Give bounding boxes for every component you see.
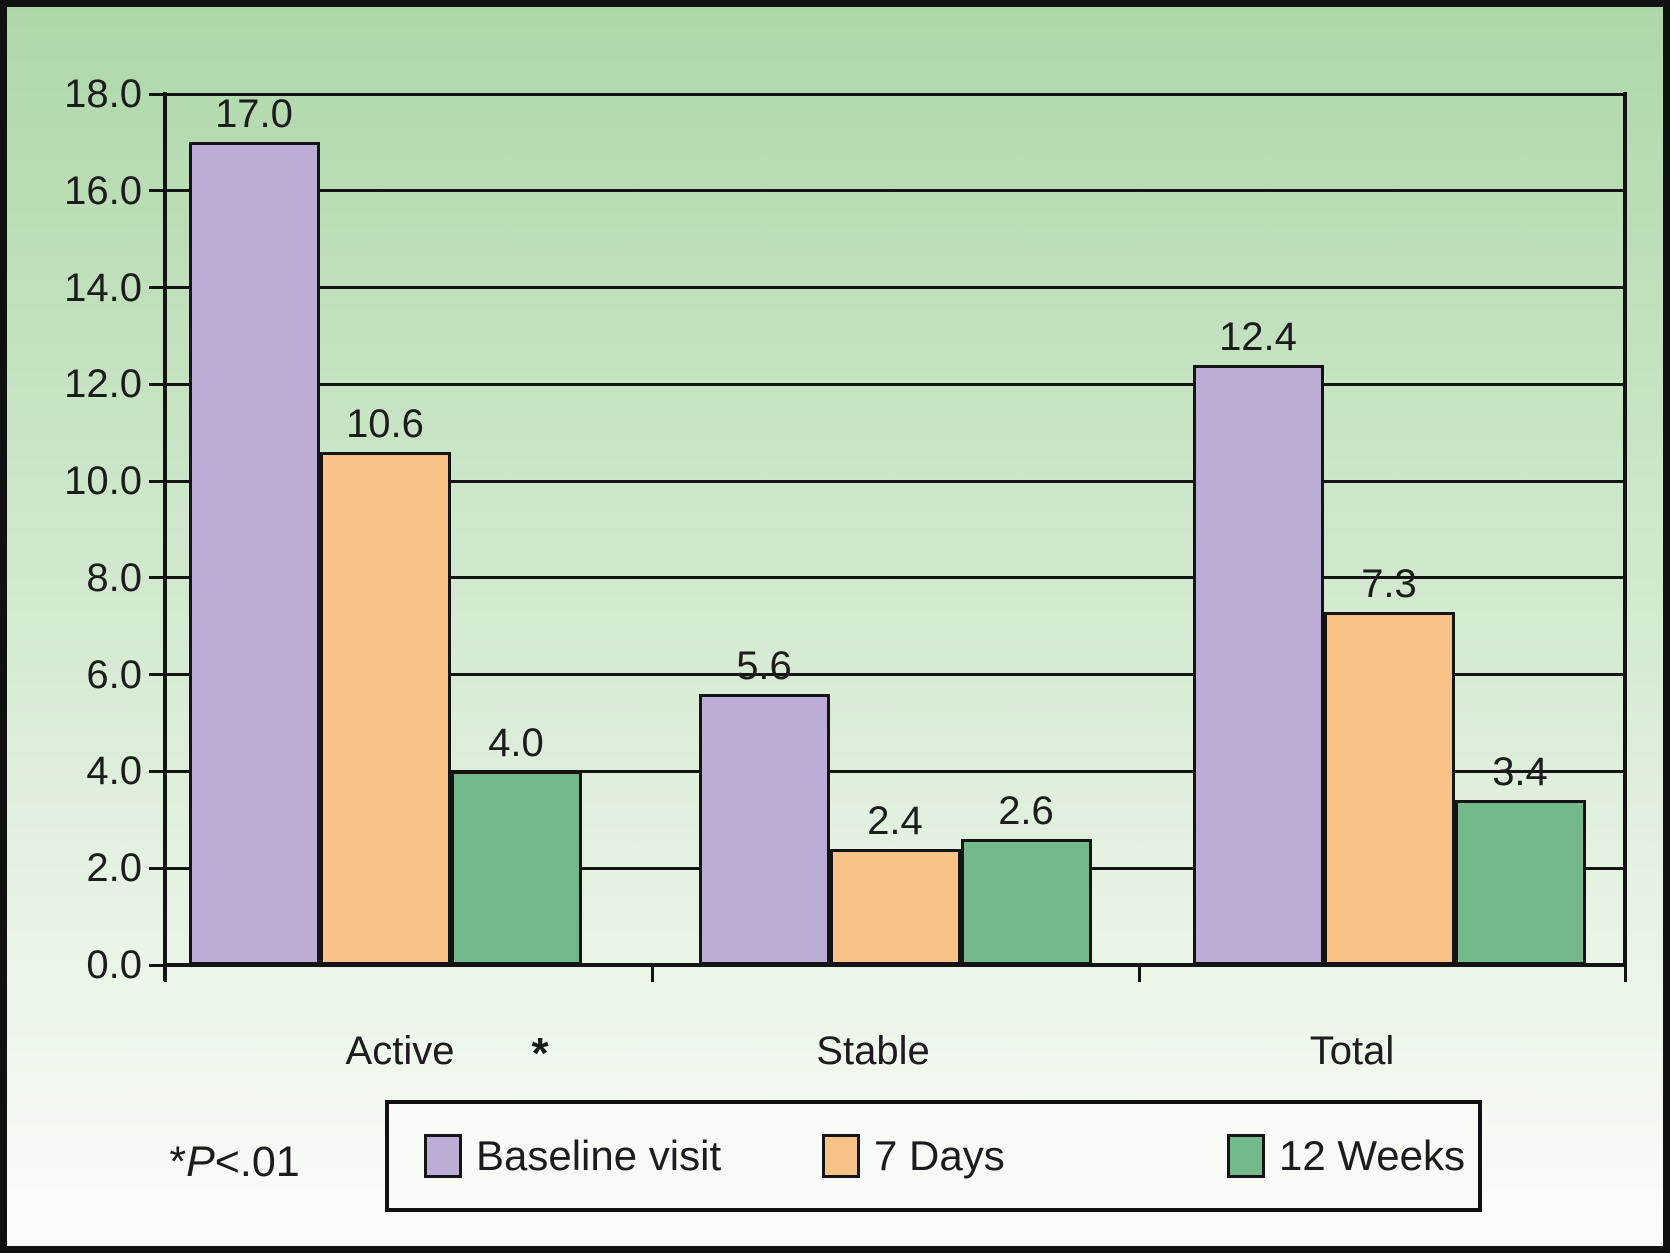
legend-swatch (424, 1134, 462, 1178)
x-tick (1623, 965, 1627, 982)
note-p-symbol: P (186, 1138, 215, 1186)
bar-value-label: 7.3 (1361, 561, 1417, 606)
gridline (165, 286, 1625, 290)
y-tick (149, 673, 165, 677)
gridline (165, 382, 1625, 386)
legend-swatch (1227, 1134, 1265, 1178)
bar (188, 142, 320, 965)
category-label: Active (345, 1029, 455, 1073)
y-tick-label: 4.0 (86, 749, 142, 794)
bar (960, 839, 1092, 965)
gridline (165, 479, 1625, 483)
legend-label: 12 Weeks (1279, 1132, 1465, 1179)
gridline (165, 92, 1625, 96)
bar (1323, 611, 1455, 965)
y-tick (149, 286, 165, 290)
note-asterisk: * (169, 1138, 187, 1186)
category-label: Stable (816, 1029, 930, 1073)
bar (1454, 800, 1586, 965)
y-tick (149, 576, 165, 580)
y-tick (149, 92, 165, 96)
bar (829, 848, 961, 965)
y-tick-label: 12.0 (64, 362, 142, 407)
bar-value-label: 2.6 (998, 789, 1054, 834)
plot-right-border (1623, 92, 1627, 967)
legend-box: Baseline visit 7 Days 12 Weeks (385, 1100, 1482, 1212)
y-tick-label: 8.0 (86, 555, 142, 600)
y-tick-label: 18.0 (64, 72, 142, 116)
bar (698, 694, 830, 965)
bar-value-label: 3.4 (1492, 750, 1548, 795)
bar-value-label: 4.0 (488, 721, 544, 766)
x-tick (1137, 965, 1141, 982)
gridline (165, 673, 1625, 677)
bar (319, 452, 451, 965)
y-tick-label: 6.0 (86, 652, 142, 697)
legend-label: Baseline visit (476, 1132, 722, 1179)
y-tick (149, 769, 165, 773)
bar (450, 771, 582, 965)
bar-value-label: 17.0 (215, 92, 293, 137)
bar-value-label: 5.6 (736, 644, 792, 689)
y-tick-label: 14.0 (64, 265, 142, 310)
x-axis-line (163, 963, 1627, 967)
p-value-note: *P<.01 (122, 1137, 347, 1187)
y-tick-label: 16.0 (64, 168, 142, 213)
legend-label: 7 Days (874, 1132, 1005, 1179)
y-tick-label: 2.0 (86, 846, 142, 891)
bar (1192, 364, 1324, 965)
y-axis-line (163, 92, 167, 981)
y-tick (149, 866, 165, 870)
bar-value-label: 2.4 (867, 798, 923, 843)
category-label: Total (1309, 1029, 1395, 1073)
gridline (165, 769, 1625, 773)
legend-swatch (822, 1134, 860, 1178)
y-tick (149, 382, 165, 386)
bar-value-label: 12.4 (1219, 314, 1297, 359)
x-tick (650, 965, 654, 982)
x-tick (163, 965, 167, 982)
y-tick (149, 189, 165, 193)
bar-value-label: 10.6 (346, 402, 424, 447)
y-tick-label: 10.0 (64, 459, 142, 504)
y-tick (149, 963, 165, 967)
gridline (165, 576, 1625, 580)
significance-asterisk: * (531, 1029, 549, 1078)
y-tick (149, 479, 165, 483)
note-threshold: <.01 (214, 1138, 300, 1186)
gridline (165, 189, 1625, 193)
y-tick-label: 0.0 (86, 943, 142, 987)
